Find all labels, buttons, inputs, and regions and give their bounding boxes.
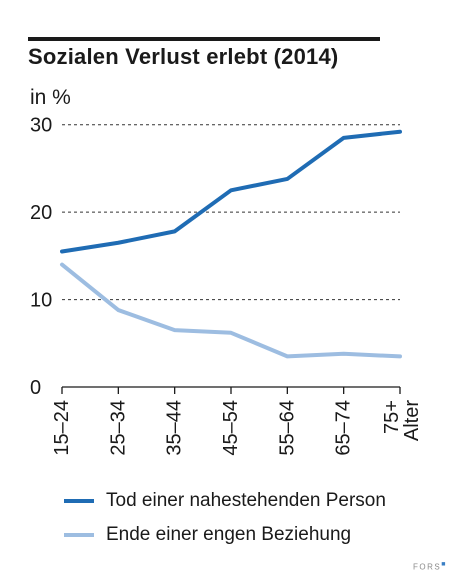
series-line-2 — [60, 262, 402, 359]
chart-title: Sozialen Verlust erlebt (2014) — [28, 44, 339, 69]
x-tick-label-6: 75+ — [381, 400, 403, 434]
legend: Tod einer nahestehenden Person Ende eine… — [64, 484, 386, 552]
x-axis-title: Alter — [401, 400, 423, 441]
y-tick-label-10: 10 — [30, 290, 52, 312]
legend-item-series-2: Ende einer engen Beziehung — [64, 518, 386, 552]
credit-dot: ■ — [441, 561, 447, 568]
x-tick-layer — [61, 387, 401, 394]
legend-swatch-series-2 — [64, 533, 94, 537]
legend-label-series-2: Ende einer engen Beziehung — [106, 524, 352, 545]
x-tick-label-4: 55–64 — [276, 400, 298, 456]
credit-text: FORS — [413, 562, 442, 572]
y-tick-labels: 0 10 20 30 — [30, 115, 52, 399]
series-line-1 — [60, 129, 402, 254]
x-tick-label-1: 25–34 — [107, 400, 129, 456]
grid-layer — [62, 124, 400, 301]
credit-logo: FORS■ — [413, 561, 447, 572]
legend-swatch-series-1 — [64, 499, 94, 503]
y-tick-label-20: 20 — [30, 202, 52, 224]
x-tick-label-5: 65–74 — [333, 400, 355, 456]
y-tick-label-0: 0 — [30, 377, 41, 399]
legend-item-series-1: Tod einer nahestehenden Person — [64, 484, 386, 518]
y-unit-label: in % — [30, 86, 71, 109]
x-tick-labels: 15–24 25–34 35–44 45–54 55–64 65–74 75+Alter — [51, 400, 423, 456]
legend-label-series-1: Tod einer nahestehenden Person — [106, 490, 386, 511]
y-tick-label-30: 30 — [30, 115, 52, 137]
x-tick-label-0: 15–24 — [51, 400, 73, 456]
series-layer — [60, 129, 402, 359]
line-chart: 0 10 20 30 15–24 25–34 35–44 45–54 55–64 65–74 75… — [30, 115, 423, 456]
title-rule — [28, 37, 380, 41]
x-tick-label-3: 45–54 — [220, 400, 242, 456]
x-tick-label-2: 35–44 — [164, 400, 186, 456]
